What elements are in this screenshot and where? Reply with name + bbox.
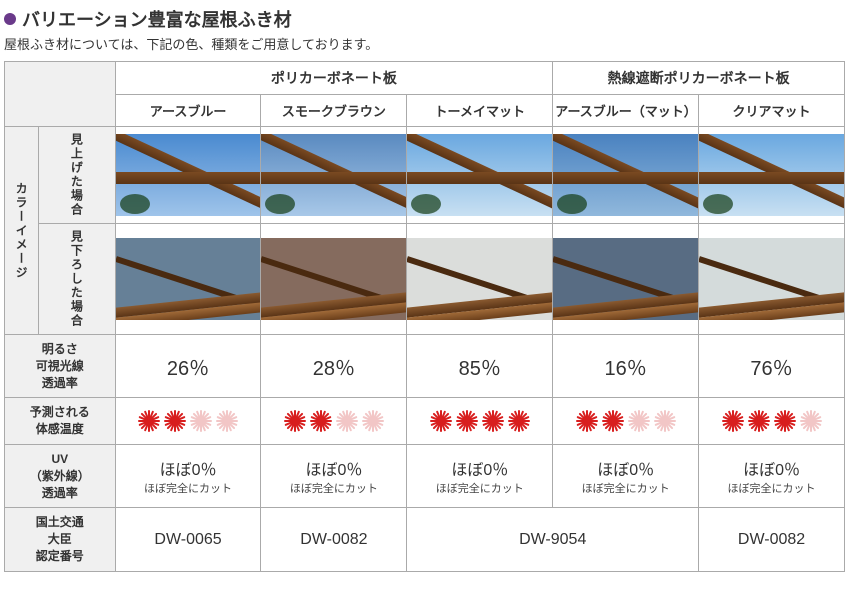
- feel-temp-cell: [699, 398, 845, 445]
- column-header: アースブルー: [115, 95, 261, 127]
- subtitle: 屋根ふき材については、下記の色、種類をご用意しております。: [0, 34, 849, 61]
- sun-icon: [629, 411, 649, 431]
- cert-number: DW-0082: [699, 508, 845, 571]
- image-look-down: [699, 224, 845, 335]
- sun-icon: [801, 411, 821, 431]
- uv-sub: ほぼ完全にカット: [118, 480, 259, 496]
- column-header: トーメイマット: [407, 95, 553, 127]
- sun-icon: [655, 411, 675, 431]
- feel-temp-cell: [553, 398, 699, 445]
- column-header: スモークブラウン: [261, 95, 407, 127]
- row-label-cert: 国土交通大臣認定番号: [5, 508, 116, 571]
- uv-cell: ほぼ0％ほぼ完全にカット: [553, 444, 699, 507]
- feel-temp-cell: [407, 398, 553, 445]
- uv-cell: ほぼ0％ほぼ完全にカット: [261, 444, 407, 507]
- sun-icon: [191, 411, 211, 431]
- uv-cell: ほぼ0％ほぼ完全にカット: [407, 444, 553, 507]
- row-label-color-image: カラーイメージ: [5, 127, 39, 335]
- sun-icon: [603, 411, 623, 431]
- brightness-value: 28％: [261, 335, 407, 398]
- cert-number: DW-9054: [407, 508, 699, 571]
- uv-main: ほぼ0％: [409, 456, 550, 480]
- image-look-up: [115, 127, 261, 224]
- image-look-down: [115, 224, 261, 335]
- uv-main: ほぼ0％: [555, 456, 696, 480]
- sun-icon: [457, 411, 477, 431]
- roofing-material-table: ポリカーボネート板熱線遮断ポリカーボネート板アースブルースモークブラウントーメイ…: [4, 61, 845, 572]
- row-label-look-down: 見下ろした場合: [39, 224, 115, 335]
- sun-icon: [139, 411, 159, 431]
- sun-icon: [483, 411, 503, 431]
- cert-number: DW-0065: [115, 508, 261, 571]
- uv-cell: ほぼ0％ほぼ完全にカット: [115, 444, 261, 507]
- sun-icon: [509, 411, 529, 431]
- image-look-up: [553, 127, 699, 224]
- row-label-feel-temp: 予測される体感温度: [5, 398, 116, 445]
- sun-icon: [723, 411, 743, 431]
- sun-icon: [217, 411, 237, 431]
- uv-main: ほぼ0％: [263, 456, 404, 480]
- heading-title: バリエーション豊富な屋根ふき材: [22, 6, 292, 32]
- uv-sub: ほぼ完全にカット: [555, 480, 696, 496]
- uv-main: ほぼ0％: [118, 456, 259, 480]
- uv-cell: ほぼ0％ほぼ完全にカット: [699, 444, 845, 507]
- image-look-up: [407, 127, 553, 224]
- sun-icon: [363, 411, 383, 431]
- sun-icon: [775, 411, 795, 431]
- brightness-value: 76％: [699, 335, 845, 398]
- brightness-value: 16％: [553, 335, 699, 398]
- brightness-value: 26％: [115, 335, 261, 398]
- column-header: クリアマット: [699, 95, 845, 127]
- corner-blank: [5, 62, 116, 127]
- brightness-value: 85％: [407, 335, 553, 398]
- image-look-down: [261, 224, 407, 335]
- group-header: 熱線遮断ポリカーボネート板: [553, 62, 845, 95]
- cert-number: DW-0082: [261, 508, 407, 571]
- uv-main: ほぼ0％: [701, 456, 842, 480]
- feel-temp-cell: [261, 398, 407, 445]
- image-look-down: [553, 224, 699, 335]
- heading-bullet: [4, 13, 16, 25]
- feel-temp-cell: [115, 398, 261, 445]
- image-look-up: [699, 127, 845, 224]
- row-label-brightness: 明るさ可視光線透過率: [5, 335, 116, 398]
- sun-icon: [285, 411, 305, 431]
- uv-sub: ほぼ完全にカット: [409, 480, 550, 496]
- image-look-up: [261, 127, 407, 224]
- sun-icon: [749, 411, 769, 431]
- row-label-uv: UV（紫外線）透過率: [5, 444, 116, 507]
- sun-icon: [431, 411, 451, 431]
- sun-icon: [577, 411, 597, 431]
- group-header: ポリカーボネート板: [115, 62, 553, 95]
- uv-sub: ほぼ完全にカット: [701, 480, 842, 496]
- sun-icon: [311, 411, 331, 431]
- sun-icon: [165, 411, 185, 431]
- uv-sub: ほぼ完全にカット: [263, 480, 404, 496]
- sun-icon: [337, 411, 357, 431]
- column-header: アースブルー（マット）: [553, 95, 699, 127]
- image-look-down: [407, 224, 553, 335]
- row-label-look-up: 見上げた場合: [39, 127, 115, 224]
